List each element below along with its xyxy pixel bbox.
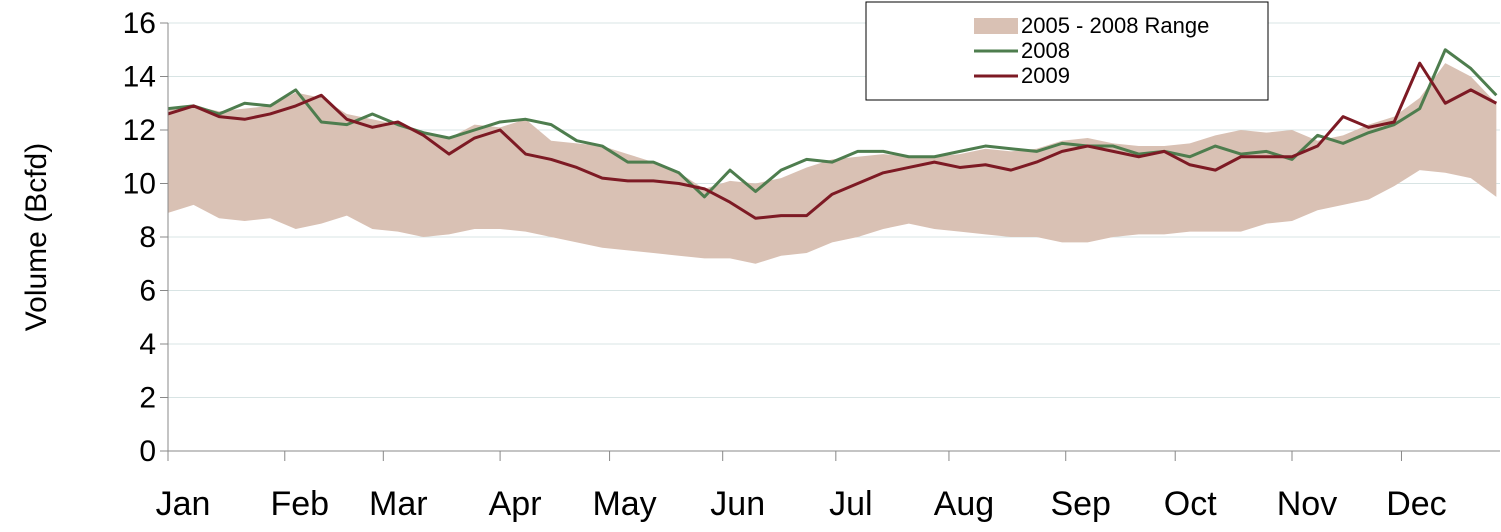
legend-swatch	[974, 18, 1018, 34]
x-tick-label: Mar	[369, 485, 428, 523]
y-tick-label: 2	[139, 381, 156, 414]
x-tick-label: Dec	[1386, 485, 1446, 523]
x-tick-label: Oct	[1164, 485, 1217, 523]
x-tick-label: Jan	[156, 485, 211, 523]
legend-label: 2009	[1021, 63, 1070, 88]
y-tick-label: 0	[139, 435, 156, 468]
y-tick-label: 10	[123, 167, 156, 200]
x-tick-label: Jul	[829, 485, 872, 523]
y-tick-label: 4	[139, 328, 156, 361]
x-tick-label: Apr	[489, 485, 542, 523]
legend-box	[865, 1, 1269, 101]
x-tick-label: May	[592, 485, 656, 523]
x-tick-label: Nov	[1277, 485, 1337, 523]
x-tick-label: Sep	[1050, 485, 1111, 523]
y-axis-label: Volume (Bcfd)	[20, 143, 53, 331]
y-tick-label: 14	[123, 60, 156, 93]
y-tick-label: 16	[123, 7, 156, 40]
legend-label: 2008	[1021, 38, 1070, 63]
y-tick-label: 12	[123, 114, 156, 147]
x-tick-label: Jun	[710, 485, 765, 523]
y-tick-label: 6	[139, 274, 156, 307]
series-line	[167, 61, 1498, 220]
x-tick-label: Feb	[270, 485, 329, 523]
y-tick-label: 8	[139, 221, 156, 254]
legend-label: 2005 - 2008 Range	[1021, 13, 1209, 38]
series-line	[167, 48, 1498, 199]
x-tick-label: Aug	[934, 485, 995, 523]
